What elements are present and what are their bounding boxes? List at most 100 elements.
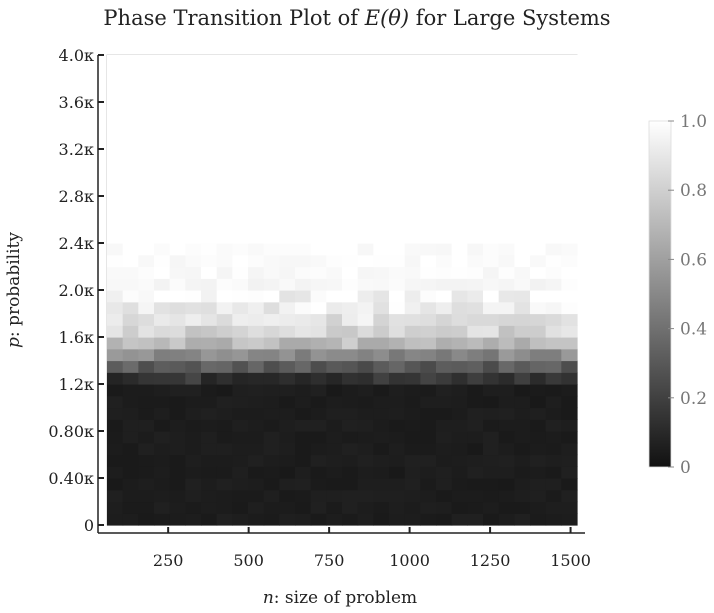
heatmap-cell	[279, 325, 296, 338]
heatmap-cell	[263, 160, 280, 174]
heatmap-cell	[467, 149, 484, 162]
heatmap-cell	[436, 149, 453, 162]
heatmap-cell	[248, 360, 265, 373]
heatmap-cell	[185, 360, 202, 373]
heatmap-cell	[232, 501, 249, 514]
heatmap-cell	[169, 266, 186, 279]
heatmap-cell	[545, 489, 562, 503]
heatmap-cell	[122, 55, 139, 68]
heatmap-cell	[232, 478, 249, 491]
heatmap-cell	[436, 384, 453, 397]
heatmap-cell	[467, 372, 484, 385]
heatmap-cell	[561, 442, 578, 456]
heatmap-cell	[357, 290, 374, 303]
heatmap-cell	[107, 325, 124, 338]
heatmap-cell	[483, 372, 500, 385]
heatmap-cell	[122, 90, 139, 103]
heatmap-cell	[389, 419, 406, 432]
heatmap-cell	[404, 442, 421, 456]
heatmap-cell	[373, 395, 390, 409]
heatmap-cell	[326, 219, 343, 232]
heatmap-cell	[169, 290, 186, 303]
heatmap-cell	[216, 513, 233, 526]
heatmap-cell	[389, 137, 406, 150]
heatmap-cell	[342, 66, 359, 80]
heatmap-cell	[310, 501, 327, 514]
heatmap-cell	[326, 431, 343, 444]
heatmap-cell	[483, 290, 500, 303]
heatmap-cell	[154, 184, 171, 197]
heatmap-cell	[498, 207, 515, 221]
heatmap-cell	[530, 442, 547, 456]
heatmap-cell	[545, 55, 562, 68]
heatmap-cell	[279, 384, 296, 397]
heatmap-cell	[169, 431, 186, 444]
heatmap-cell	[185, 278, 202, 291]
heatmap-cell	[310, 478, 327, 491]
heatmap-cell	[389, 290, 406, 303]
heatmap-cell	[561, 90, 578, 103]
heatmap-cell	[185, 207, 202, 221]
heatmap-cell	[185, 501, 202, 514]
heatmap-cell	[420, 431, 437, 444]
heatmap-cell	[263, 231, 280, 244]
heatmap-cell	[154, 431, 171, 444]
y-tick-label: 1.6κ	[59, 328, 94, 347]
heatmap-cell	[514, 113, 531, 127]
heatmap-cell	[154, 360, 171, 373]
heatmap-cell	[232, 66, 249, 80]
heatmap-cell	[248, 337, 265, 350]
heatmap-cell	[498, 384, 515, 397]
heatmap-cell	[451, 466, 468, 479]
heatmap-cell	[122, 278, 139, 291]
heatmap-cell	[201, 290, 218, 303]
heatmap-cell	[310, 419, 327, 432]
heatmap-cell	[326, 419, 343, 432]
heatmap-cell	[451, 501, 468, 514]
heatmap-cell	[467, 407, 484, 420]
heatmap-cell	[232, 360, 249, 373]
heatmap-cell	[232, 466, 249, 479]
heatmap-cell	[467, 395, 484, 409]
heatmap-cell	[107, 442, 124, 456]
y-tick-label: 0.80κ	[48, 422, 94, 441]
heatmap-cell	[373, 290, 390, 303]
heatmap-cell	[530, 219, 547, 232]
heatmap-cell	[357, 313, 374, 326]
heatmap-cell	[279, 407, 296, 420]
heatmap-cell	[107, 219, 124, 232]
heatmap-cell	[483, 442, 500, 456]
y-tick-label: 3.2κ	[59, 140, 94, 159]
heatmap-cell	[420, 384, 437, 397]
heatmap-cell	[514, 231, 531, 244]
heatmap-cell	[185, 431, 202, 444]
heatmap-cell	[248, 66, 265, 80]
heatmap-cell	[201, 454, 218, 467]
heatmap-cell	[138, 278, 155, 291]
heatmap-cell	[107, 243, 124, 256]
heatmap-cell	[483, 207, 500, 221]
heatmap-cell	[467, 489, 484, 503]
heatmap-cell	[201, 137, 218, 150]
heatmap-cell	[373, 196, 390, 209]
heatmap-cell	[530, 243, 547, 256]
heatmap-cell	[561, 454, 578, 467]
colorbar-tick-label: 1.0	[680, 112, 707, 132]
heatmap-cell	[420, 301, 437, 315]
heatmap-cell	[295, 125, 312, 138]
heatmap-cell	[107, 501, 124, 514]
y-tick-label: 4.0κ	[59, 46, 94, 65]
heatmap-cell	[169, 102, 186, 115]
heatmap-cell	[357, 419, 374, 432]
heatmap-cell	[263, 325, 280, 338]
heatmap-cell	[483, 231, 500, 244]
heatmap-cell	[138, 196, 155, 209]
heatmap-cell	[404, 66, 421, 80]
heatmap-cell	[154, 454, 171, 467]
heatmap-cell	[185, 442, 202, 456]
heatmap-cell	[216, 254, 233, 268]
heatmap-cell	[310, 78, 327, 91]
heatmap-cell	[389, 254, 406, 268]
heatmap-cell	[107, 337, 124, 350]
heatmap-cell	[530, 501, 547, 514]
